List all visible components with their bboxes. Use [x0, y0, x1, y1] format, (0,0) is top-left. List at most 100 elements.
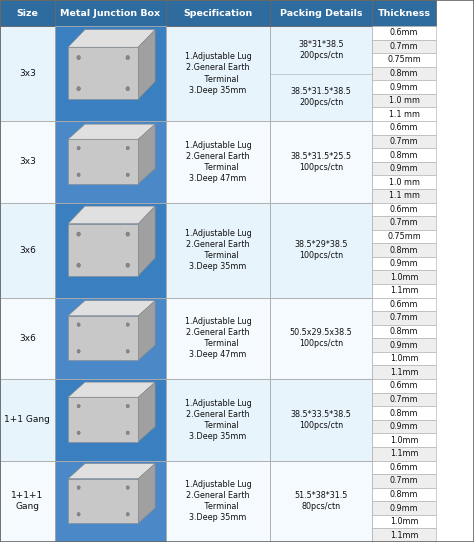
Bar: [372, 528, 436, 542]
Circle shape: [77, 263, 81, 267]
Bar: [270, 26, 372, 121]
Bar: [372, 365, 436, 379]
Circle shape: [77, 486, 80, 489]
Circle shape: [126, 404, 129, 408]
Text: 0.8mm: 0.8mm: [390, 327, 419, 336]
Circle shape: [126, 87, 129, 91]
Circle shape: [126, 431, 129, 435]
Text: 0.6mm: 0.6mm: [390, 300, 419, 309]
Bar: [372, 80, 436, 94]
Bar: [55, 26, 166, 121]
Bar: [372, 0, 436, 26]
Polygon shape: [138, 30, 155, 99]
Text: 0.8mm: 0.8mm: [390, 246, 419, 255]
Polygon shape: [138, 301, 155, 360]
Text: 0.7mm: 0.7mm: [390, 313, 419, 322]
Bar: [372, 488, 436, 501]
Text: 38*31*38.5
200pcs/ctn: 38*31*38.5 200pcs/ctn: [298, 40, 344, 60]
Text: 38.5*31.5*25.5
100pcs/ctn: 38.5*31.5*25.5 100pcs/ctn: [291, 152, 352, 172]
Bar: [372, 107, 436, 121]
Bar: [55, 379, 166, 461]
Text: 0.8mm: 0.8mm: [390, 69, 419, 78]
Bar: [372, 134, 436, 148]
Circle shape: [77, 431, 80, 435]
Text: Packing Details: Packing Details: [280, 9, 363, 17]
Polygon shape: [68, 124, 155, 139]
Text: 38.5*33.5*38.5
100pcs/ctn: 38.5*33.5*38.5 100pcs/ctn: [291, 410, 352, 430]
Bar: [68, 47, 138, 99]
Bar: [270, 203, 372, 298]
Polygon shape: [68, 463, 155, 479]
Bar: [55, 121, 166, 203]
Bar: [372, 257, 436, 270]
Text: 1.1 mm: 1.1 mm: [389, 191, 419, 200]
Text: 38.5*31.5*38.5
200pcs/ctn: 38.5*31.5*38.5 200pcs/ctn: [291, 87, 352, 107]
Bar: [372, 189, 436, 203]
Text: 1.Adjustable Lug
2.General Earth
   Terminal
3.Deep 35mm: 1.Adjustable Lug 2.General Earth Termina…: [185, 480, 251, 522]
Text: 1+1+1
Gang: 1+1+1 Gang: [11, 491, 44, 511]
Text: 1.1mm: 1.1mm: [390, 368, 419, 377]
Circle shape: [126, 55, 129, 60]
Text: Specification: Specification: [183, 9, 253, 17]
Bar: [372, 325, 436, 338]
Circle shape: [77, 404, 80, 408]
Text: 1.0 mm: 1.0 mm: [389, 178, 419, 186]
Polygon shape: [138, 206, 155, 276]
Text: 0.75mm: 0.75mm: [387, 55, 421, 64]
Bar: [270, 121, 372, 203]
Text: 1.Adjustable Lug
2.General Earth
   Terminal
3.Deep 35mm: 1.Adjustable Lug 2.General Earth Termina…: [185, 229, 251, 271]
Text: 51.5*38*31.5
80pcs/ctn: 51.5*38*31.5 80pcs/ctn: [294, 491, 348, 511]
Text: 0.9mm: 0.9mm: [390, 82, 419, 92]
Text: Metal Junction Box: Metal Junction Box: [60, 9, 160, 17]
Text: Thickness: Thickness: [378, 9, 430, 17]
Bar: [372, 406, 436, 420]
Bar: [372, 284, 436, 298]
Bar: [55, 203, 166, 298]
Text: 3x6: 3x6: [19, 246, 36, 255]
Text: 1.0mm: 1.0mm: [390, 517, 419, 526]
Circle shape: [126, 232, 129, 236]
Bar: [68, 316, 138, 360]
Circle shape: [126, 263, 129, 267]
Text: 1.0mm: 1.0mm: [390, 273, 419, 282]
Bar: [372, 420, 436, 434]
Bar: [372, 40, 436, 53]
Bar: [0, 298, 55, 379]
Bar: [372, 203, 436, 216]
Text: 1.0mm: 1.0mm: [390, 436, 419, 444]
Bar: [372, 338, 436, 352]
Bar: [55, 0, 166, 26]
Polygon shape: [138, 463, 155, 523]
Text: 1.0 mm: 1.0 mm: [389, 96, 419, 105]
Bar: [372, 311, 436, 325]
Text: 1+1 Gang: 1+1 Gang: [4, 415, 50, 424]
Bar: [270, 461, 372, 542]
Text: 0.9mm: 0.9mm: [390, 340, 419, 350]
Text: 3x3: 3x3: [19, 69, 36, 78]
Bar: [166, 0, 270, 26]
Text: 0.7mm: 0.7mm: [390, 395, 419, 404]
Polygon shape: [68, 301, 155, 316]
Circle shape: [77, 323, 80, 326]
Text: 0.7mm: 0.7mm: [390, 42, 419, 51]
Bar: [372, 121, 436, 134]
Bar: [55, 121, 166, 203]
Bar: [0, 203, 55, 298]
Bar: [55, 461, 166, 542]
Bar: [166, 203, 270, 298]
Bar: [372, 216, 436, 230]
Text: 0.9mm: 0.9mm: [390, 504, 419, 513]
Bar: [372, 243, 436, 257]
Bar: [372, 379, 436, 392]
Bar: [372, 447, 436, 461]
Circle shape: [126, 486, 129, 489]
Bar: [372, 434, 436, 447]
Polygon shape: [68, 206, 155, 224]
Bar: [270, 298, 372, 379]
Bar: [372, 501, 436, 515]
Text: 1.Adjustable Lug
2.General Earth
   Terminal
3.Deep 47mm: 1.Adjustable Lug 2.General Earth Termina…: [185, 317, 251, 359]
Bar: [0, 379, 55, 461]
Bar: [166, 298, 270, 379]
Text: 0.6mm: 0.6mm: [390, 463, 419, 472]
Bar: [0, 461, 55, 542]
